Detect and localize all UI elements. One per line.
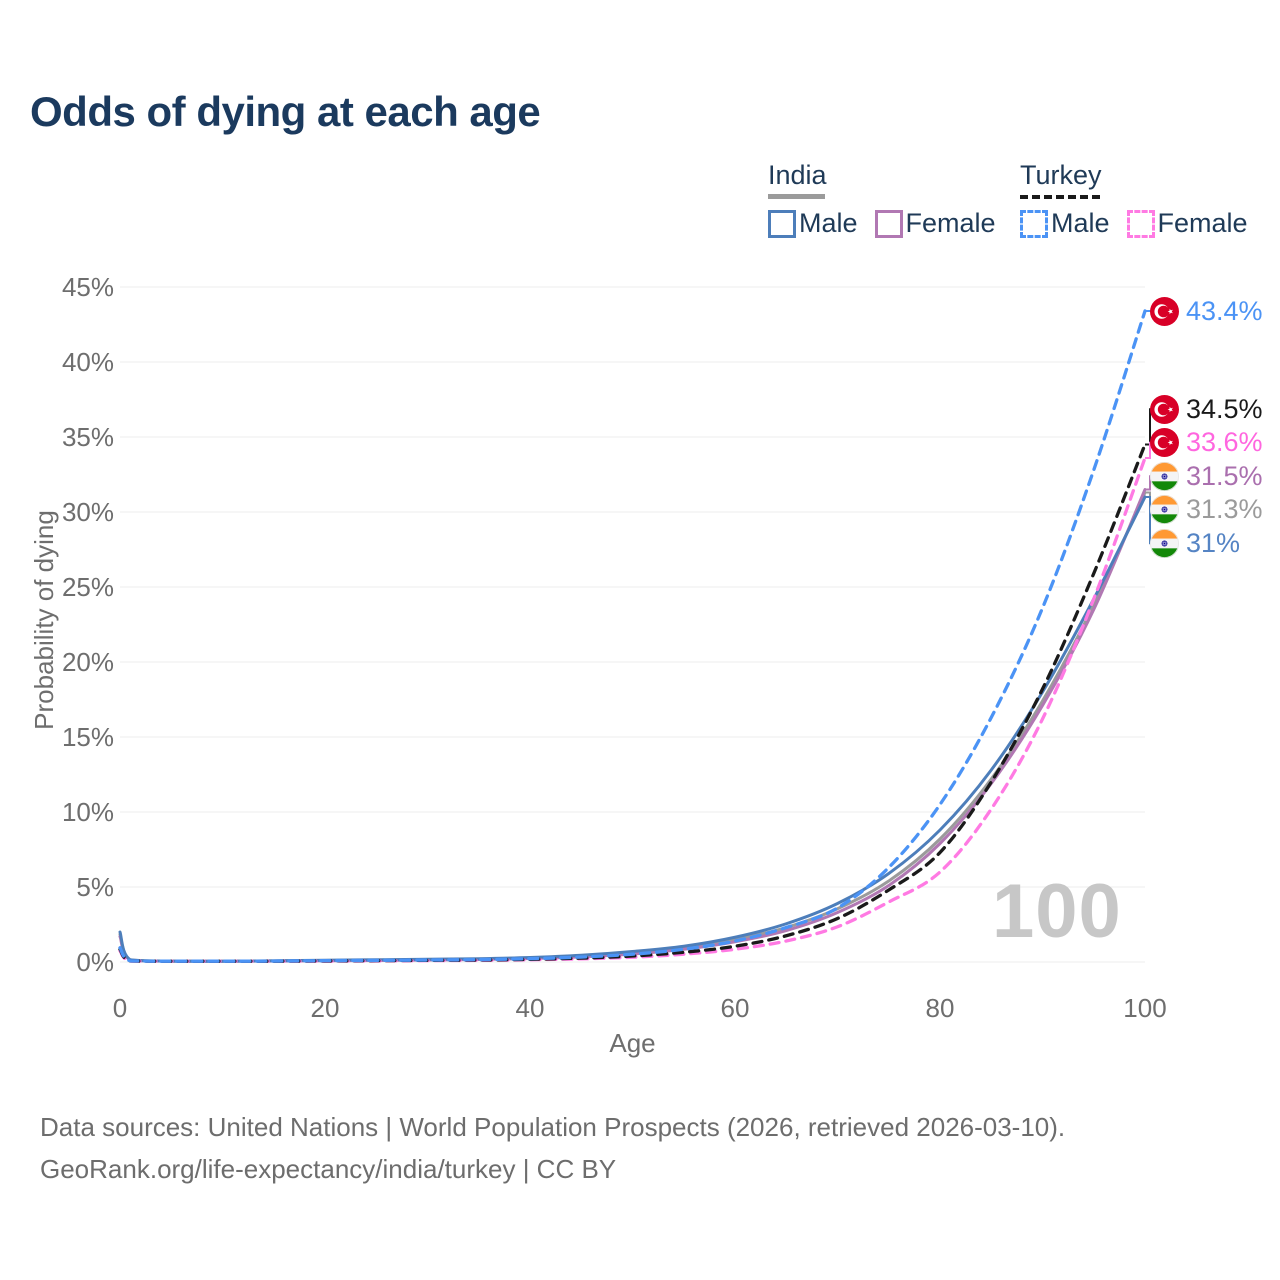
legend-turkey-header: Turkey (1020, 160, 1102, 190)
y-tick-label: 35% (61, 422, 114, 452)
watermark-max-age: 100 (992, 869, 1122, 954)
legend-item-india-male[interactable]: Male (768, 208, 858, 239)
x-tick-label: 60 (720, 993, 750, 1023)
x-tick-label: 0 (112, 993, 128, 1023)
footer-source-line: Data sources: United Nations | World Pop… (40, 1112, 1066, 1142)
y-tick-label: 30% (61, 497, 114, 527)
end-label-value: 33.6% (1186, 427, 1263, 458)
y-tick-label: 0% (76, 947, 114, 977)
y-tick-label: 5% (76, 872, 114, 902)
legend-label-turkey-female: Female (1157, 208, 1248, 238)
end-label-value: 31.3% (1186, 494, 1263, 525)
y-axis-title: Probability of dying (29, 510, 59, 730)
legend-group-turkey: Turkey Male Female (1020, 160, 1248, 239)
legend-india-header: India (768, 160, 827, 190)
legend-label-india-female: Female (905, 208, 996, 238)
y-tick-label: 25% (61, 572, 114, 602)
end-label-india-both: 31.3% (1150, 493, 1263, 527)
legend-label-turkey-male: Male (1051, 208, 1110, 238)
end-label-value: 31% (1186, 527, 1241, 558)
page-title: Odds of dying at each age (30, 88, 541, 135)
series-line-turkey-male (118, 309, 1147, 963)
turkey-line-style-swatch (1020, 195, 1100, 199)
turkey-flag-icon (1150, 297, 1179, 326)
x-tick-label: 40 (515, 993, 545, 1023)
india-female-swatch (874, 209, 903, 238)
india-flag-icon (1150, 495, 1179, 524)
end-label-value: 34.5% (1186, 393, 1263, 424)
legend-item-turkey-male[interactable]: Male (1020, 208, 1110, 239)
x-tick-label: 20 (310, 993, 340, 1023)
end-label-turkey-both: 34.5% (1150, 392, 1263, 426)
india-flag-icon (1150, 529, 1179, 558)
turkey-male-swatch (1020, 209, 1048, 238)
legend-item-turkey-female[interactable]: Female (1126, 208, 1248, 239)
turkey-flag-icon (1150, 395, 1179, 424)
x-axis-title: Age (609, 1028, 656, 1058)
india-line-style-swatch (768, 194, 825, 199)
y-tick-label: 40% (61, 347, 114, 377)
end-label-value: 31.5% (1186, 460, 1263, 491)
end-label-turkey-female: 33.6% (1150, 426, 1263, 460)
x-tick-label: 100 (1123, 993, 1167, 1023)
footer-attribution-line: GeoRank.org/life-expectancy/india/turkey… (40, 1154, 617, 1184)
y-tick-label: 45% (61, 272, 114, 302)
end-label-india-female: 31.5% (1150, 459, 1263, 493)
india-male-swatch (768, 209, 796, 238)
y-tick-label: 15% (61, 722, 114, 752)
legend-label-india-male: Male (799, 208, 858, 238)
end-label-value: 43.4% (1186, 295, 1263, 326)
footer: Data sources: United Nations | World Pop… (40, 1106, 1065, 1190)
end-label-india-male: 31% (1150, 526, 1240, 560)
legend-item-india-female[interactable]: Female (874, 208, 996, 239)
legend-group-india: India Male Female (768, 160, 996, 239)
y-tick-label: 20% (61, 647, 114, 677)
turkey-flag-icon (1150, 428, 1179, 457)
end-label-turkey-male: 43.4% (1150, 294, 1263, 328)
turkey-female-swatch (1126, 209, 1155, 238)
x-tick-label: 80 (925, 993, 955, 1023)
y-tick-label: 10% (61, 797, 114, 827)
india-flag-icon (1150, 462, 1179, 491)
